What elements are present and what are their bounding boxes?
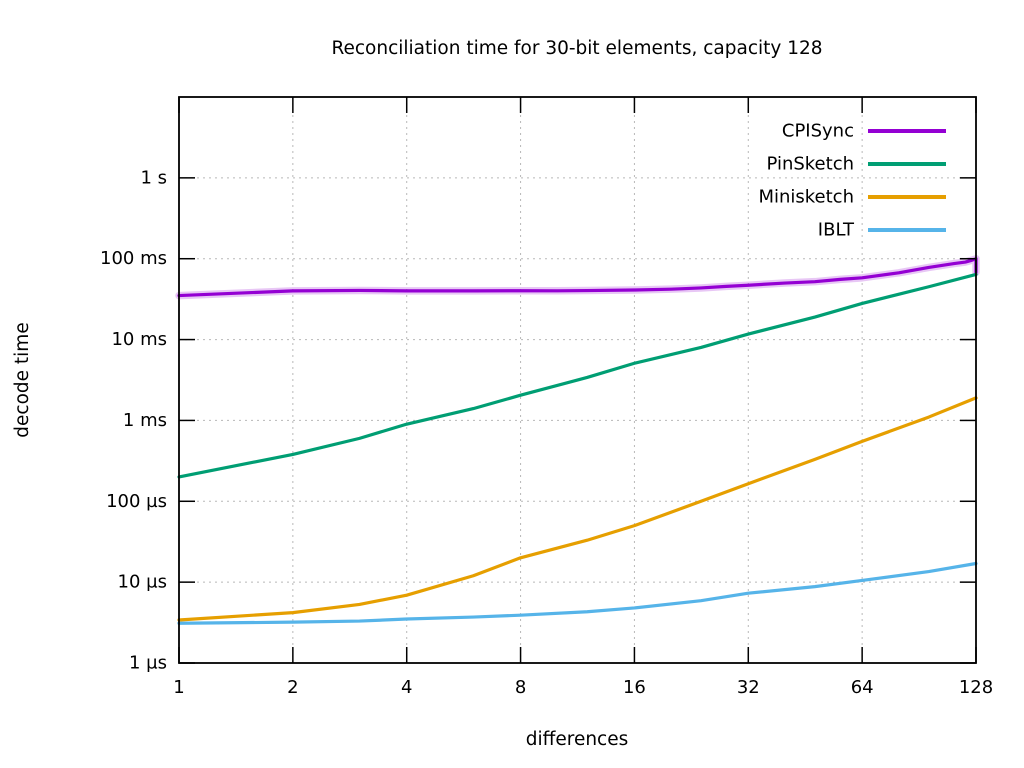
x-tick-label: 16 [623, 677, 646, 698]
x-tick-label: 128 [959, 677, 993, 698]
legend-item-pinsketch: PinSketch [766, 154, 946, 175]
chart-title: Reconciliation time for 30-bit elements,… [331, 38, 822, 59]
legend-item-minisketch: Minisketch [758, 187, 946, 208]
series-line-cpisync [177, 257, 978, 298]
y-tick-label: 10 ms [111, 329, 167, 350]
legend-item-iblt: IBLT [818, 220, 946, 241]
tick-layer [178, 97, 977, 664]
plot-border [178, 96, 977, 664]
x-tick-label: 1 [173, 677, 184, 698]
legend-label: PinSketch [766, 154, 854, 175]
series-line-iblt [177, 561, 978, 625]
x-tick-label: 8 [515, 677, 526, 698]
legend-item-cpisync: CPISync [782, 121, 946, 142]
x-tick-label: 32 [737, 677, 760, 698]
legend-label: IBLT [818, 220, 855, 241]
x-tick-label: 2 [287, 677, 298, 698]
legend-label: CPISync [782, 121, 854, 142]
x-tick-label: 64 [851, 677, 874, 698]
y-tick-label: 1 ms [123, 410, 167, 431]
y-axis-title: decode time [12, 322, 33, 437]
series-line-minisketch [177, 396, 978, 622]
y-tick-label: 1 s [140, 167, 167, 188]
series-line-pinsketch [177, 272, 978, 479]
legend-label: Minisketch [758, 187, 854, 208]
y-tick-label: 100 µs [106, 491, 167, 512]
y-tick-label: 100 ms [100, 248, 167, 269]
y-tick-label: 1 µs [129, 653, 167, 674]
y-tick-label: 10 µs [118, 572, 167, 593]
legend: CPISync PinSketch Minisketch IBLT [758, 121, 946, 241]
series-layer [175, 254, 980, 625]
x-axis-title: differences [526, 729, 629, 750]
x-tick-label: 4 [401, 677, 412, 698]
axis-label-layer: 1 s 100 ms 10 ms 1 ms 100 µs 10 µs 1 µs 1 2 4 8 16 3… [100, 167, 993, 698]
